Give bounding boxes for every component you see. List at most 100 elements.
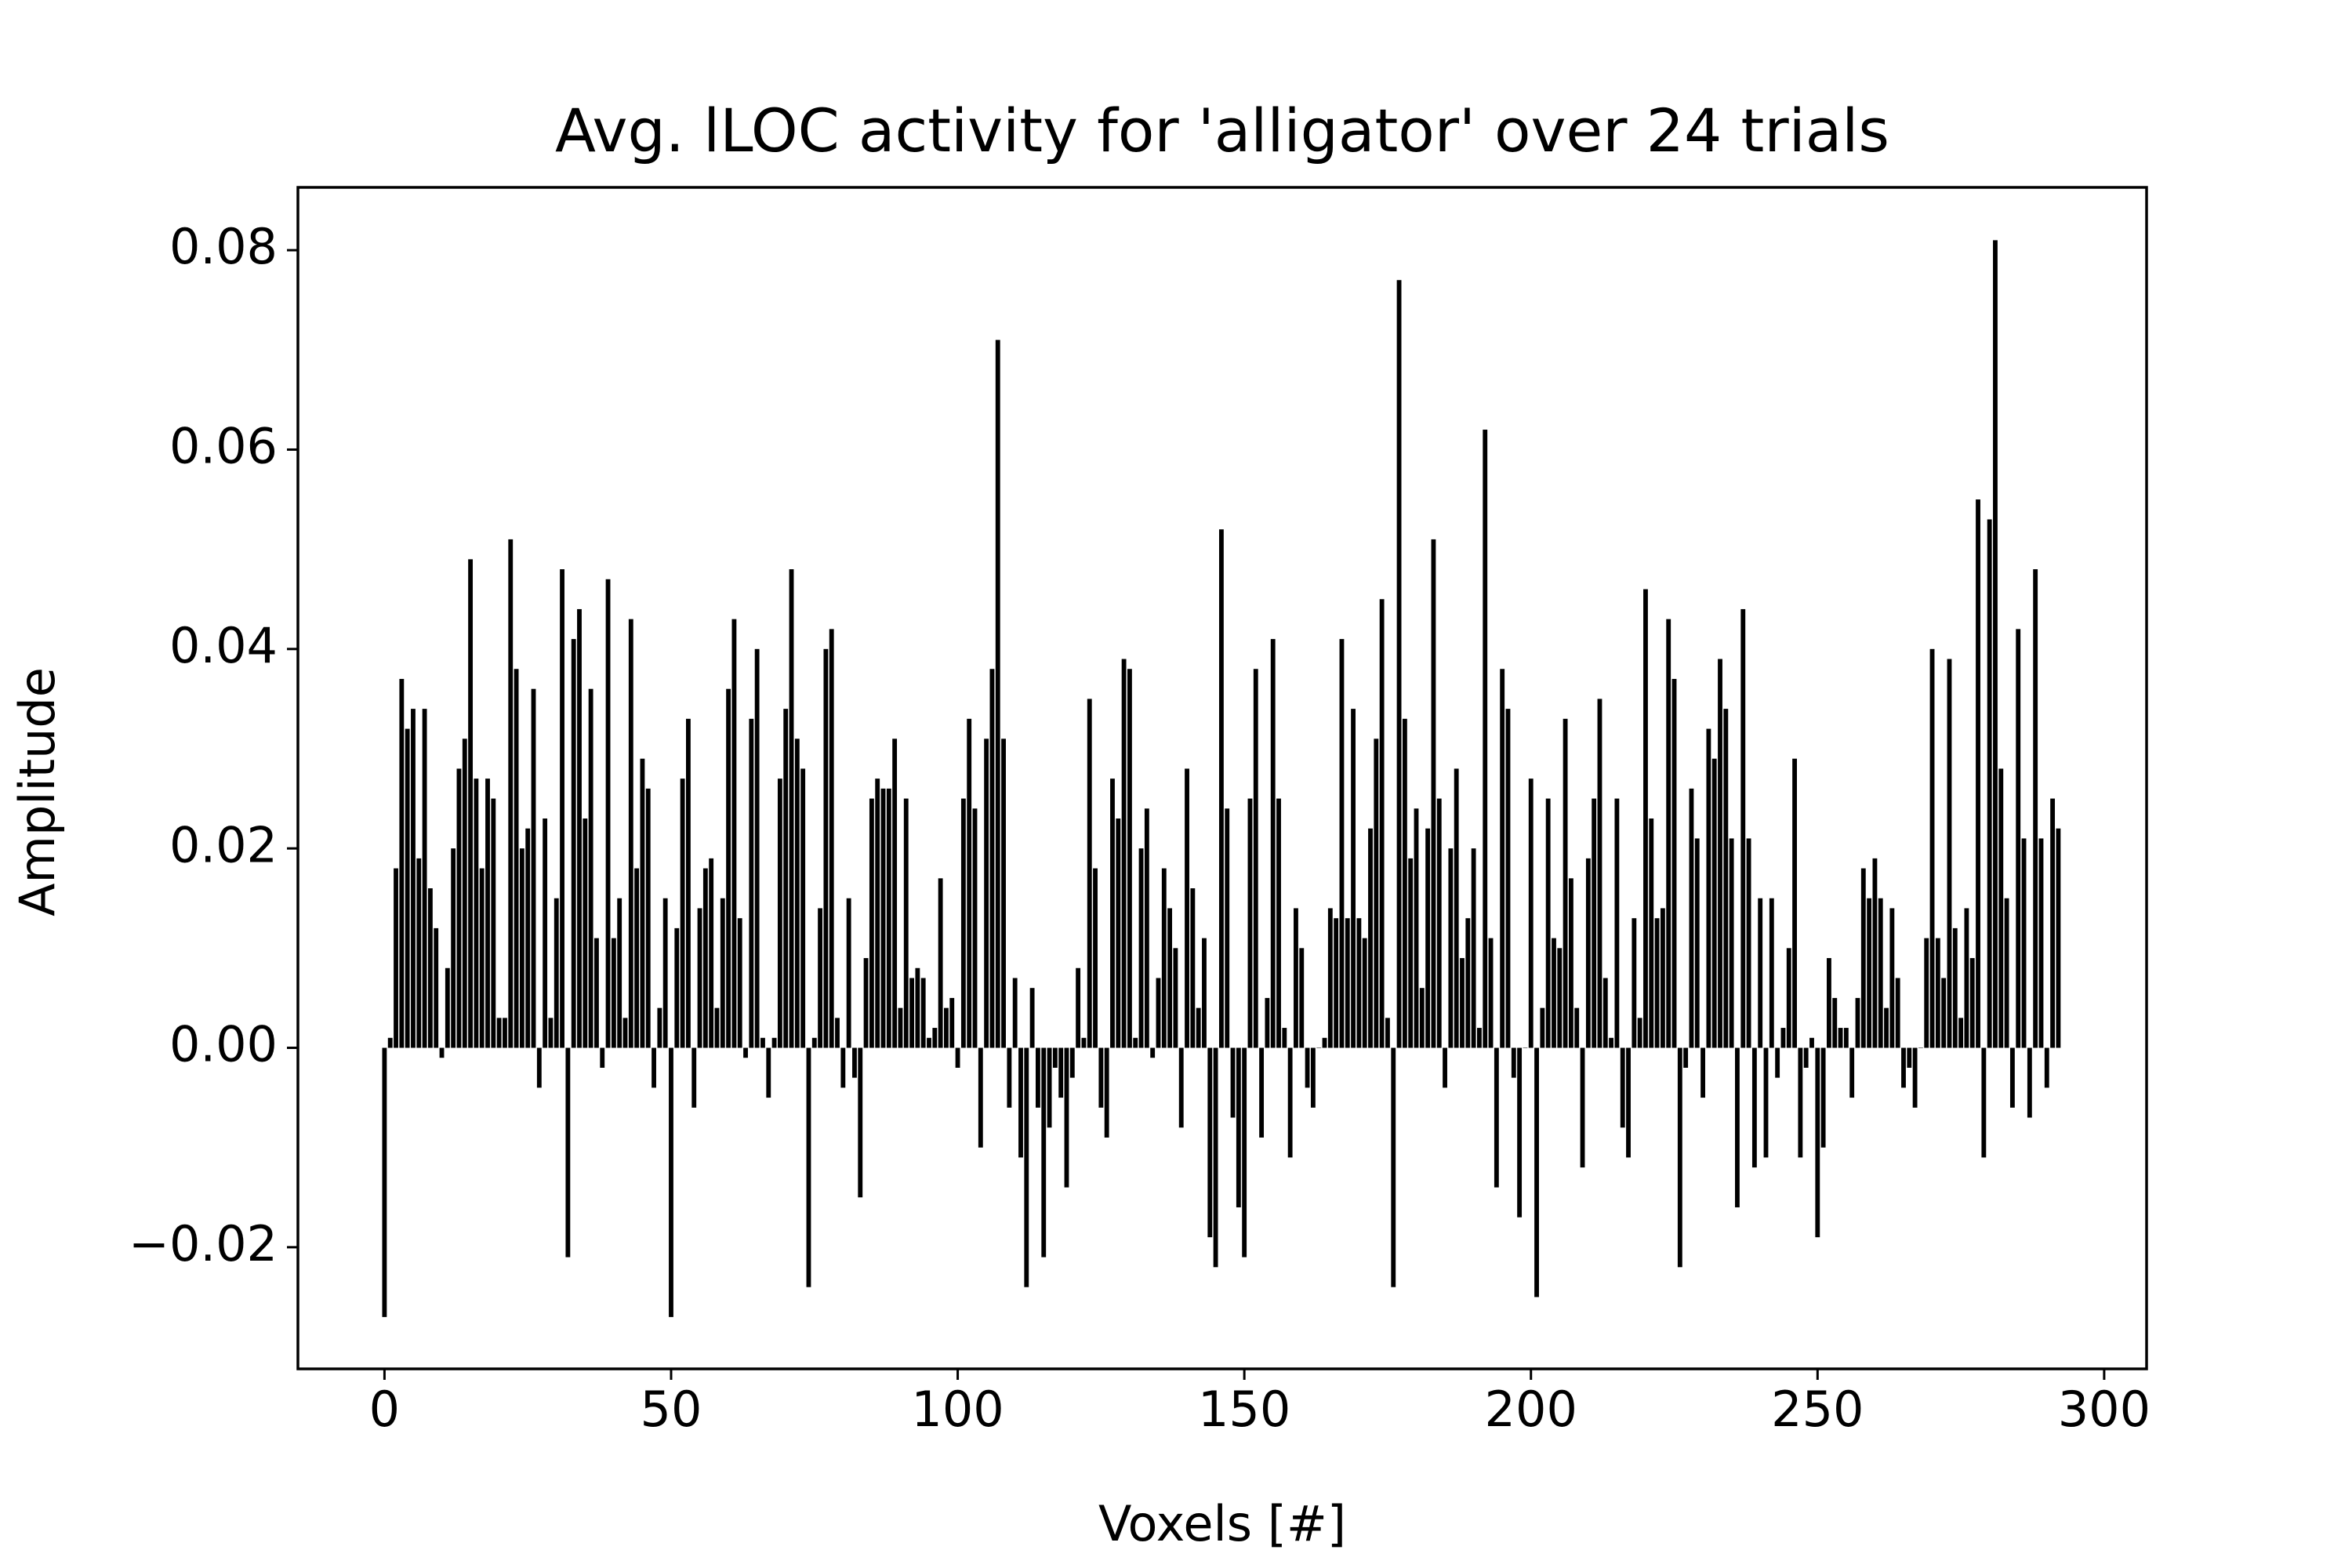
bar bbox=[1213, 1047, 1218, 1268]
bar bbox=[875, 779, 880, 1048]
chart-title: Avg. lLOC activity for 'alligator' over … bbox=[555, 96, 1889, 165]
bar bbox=[1643, 589, 1648, 1048]
bar bbox=[617, 898, 622, 1048]
bar bbox=[1316, 1047, 1322, 1049]
bar bbox=[1918, 1047, 1923, 1049]
y-tick-label: 0.00 bbox=[169, 1016, 278, 1073]
bar bbox=[503, 1018, 507, 1048]
bar bbox=[680, 779, 685, 1048]
bar bbox=[1396, 280, 1402, 1048]
bar bbox=[829, 629, 834, 1048]
bar bbox=[1036, 1047, 1040, 1108]
bar bbox=[1178, 1047, 1184, 1128]
bar bbox=[571, 639, 576, 1048]
bar bbox=[1523, 1047, 1528, 1049]
bar bbox=[709, 858, 714, 1048]
bar bbox=[1924, 938, 1929, 1048]
bar bbox=[1379, 599, 1385, 1048]
bar bbox=[749, 718, 754, 1048]
bar bbox=[754, 648, 760, 1048]
bar bbox=[944, 1007, 949, 1048]
bar bbox=[1253, 669, 1258, 1048]
bar bbox=[1895, 978, 1900, 1048]
bar bbox=[863, 958, 869, 1048]
bar bbox=[846, 898, 851, 1048]
bar bbox=[1368, 828, 1373, 1048]
bar bbox=[1758, 898, 1763, 1048]
bar bbox=[1007, 1047, 1012, 1108]
x-tick-label: 150 bbox=[1198, 1381, 1290, 1438]
bar bbox=[1649, 818, 1654, 1048]
bar bbox=[697, 908, 702, 1048]
bar bbox=[1786, 948, 1791, 1048]
x-tick-label: 300 bbox=[2058, 1381, 2151, 1438]
bar bbox=[1769, 898, 1774, 1048]
bar bbox=[1534, 1047, 1539, 1298]
bar bbox=[858, 1047, 863, 1198]
bar bbox=[1116, 818, 1121, 1048]
bar bbox=[1305, 1047, 1310, 1088]
bar bbox=[1563, 718, 1568, 1048]
bar bbox=[1763, 1047, 1769, 1158]
bar bbox=[1545, 798, 1551, 1048]
bar bbox=[1706, 728, 1711, 1048]
bar bbox=[662, 898, 668, 1048]
bar bbox=[927, 1037, 931, 1048]
bar bbox=[806, 1047, 811, 1287]
bar bbox=[514, 669, 519, 1048]
bar bbox=[1798, 1047, 1803, 1158]
bar bbox=[800, 768, 806, 1048]
bar bbox=[382, 1047, 387, 1317]
bar bbox=[2033, 569, 2038, 1048]
bar bbox=[657, 1007, 662, 1048]
bar bbox=[1276, 798, 1281, 1048]
bar bbox=[989, 669, 995, 1048]
y-axis-label: Amplitude bbox=[9, 667, 66, 916]
bar bbox=[1259, 1047, 1265, 1138]
bar bbox=[789, 569, 794, 1048]
bar bbox=[1947, 659, 1952, 1048]
bar bbox=[1247, 798, 1253, 1048]
bar bbox=[685, 718, 691, 1048]
bar bbox=[427, 888, 433, 1048]
bar bbox=[1242, 1047, 1247, 1258]
bar bbox=[783, 709, 789, 1048]
bar bbox=[960, 798, 966, 1048]
bar bbox=[1993, 240, 1998, 1048]
bar bbox=[1935, 938, 1940, 1048]
bar bbox=[605, 579, 611, 1048]
bar bbox=[588, 688, 593, 1048]
bar bbox=[405, 728, 410, 1048]
bar bbox=[1855, 997, 1860, 1048]
bar bbox=[536, 1047, 542, 1088]
bar bbox=[1443, 1047, 1447, 1088]
bar bbox=[1792, 758, 1797, 1048]
bar bbox=[1597, 699, 1602, 1048]
bar bbox=[1425, 828, 1431, 1048]
bar bbox=[1299, 948, 1305, 1048]
bar bbox=[1505, 709, 1511, 1048]
bar bbox=[1511, 1047, 1516, 1078]
bar bbox=[1775, 1047, 1780, 1078]
bar bbox=[726, 688, 731, 1048]
bar bbox=[1867, 898, 1872, 1048]
bar bbox=[508, 539, 514, 1048]
bar bbox=[1517, 1047, 1523, 1218]
bar bbox=[652, 1047, 656, 1088]
bar bbox=[932, 1028, 938, 1048]
bar bbox=[1964, 908, 1969, 1048]
bar bbox=[840, 1047, 846, 1088]
bar bbox=[628, 619, 633, 1048]
bar bbox=[479, 868, 485, 1048]
bar bbox=[920, 978, 926, 1048]
bar bbox=[1969, 958, 1975, 1048]
bar bbox=[1454, 768, 1459, 1048]
bar bbox=[1265, 997, 1270, 1048]
bar bbox=[1683, 1047, 1689, 1068]
bar bbox=[1167, 908, 1173, 1048]
bar bbox=[640, 758, 645, 1048]
bar bbox=[1173, 948, 1178, 1048]
bar bbox=[1460, 958, 1465, 1048]
bar bbox=[1483, 430, 1488, 1048]
